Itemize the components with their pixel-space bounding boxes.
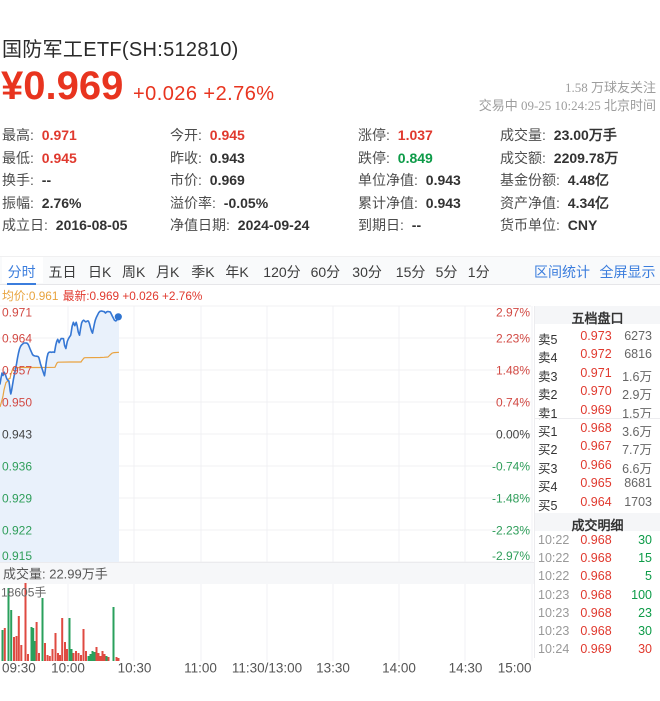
svg-text:-2.97%: -2.97% [492,549,530,563]
svg-text:10:00: 10:00 [51,661,85,676]
svg-text:成交量: 22.99万手: 成交量: 22.99万手 [3,567,108,582]
svg-text:14:00: 14:00 [382,661,416,676]
svg-text:0.929: 0.929 [2,492,32,506]
svg-text:-1.48%: -1.48% [492,492,530,506]
svg-text:0.957: 0.957 [2,364,32,378]
svg-text:0.74%: 0.74% [496,396,530,410]
svg-text:0.00%: 0.00% [496,428,530,442]
svg-text:0.943: 0.943 [2,428,32,442]
svg-text:11:00: 11:00 [184,661,217,676]
svg-text:0.922: 0.922 [2,524,32,538]
svg-text:14:30: 14:30 [449,661,483,676]
svg-text:-0.74%: -0.74% [492,460,530,474]
svg-text:2.23%: 2.23% [496,332,530,346]
svg-text:0.936: 0.936 [2,460,32,474]
svg-text:13:30: 13:30 [316,661,350,676]
svg-text:0.950: 0.950 [2,396,32,410]
svg-text:11:30/13:00: 11:30/13:00 [232,661,302,676]
svg-text:0.971: 0.971 [2,306,32,320]
svg-text:15:00: 15:00 [498,661,532,676]
svg-text:0.915: 0.915 [2,549,32,563]
svg-text:18605手: 18605手 [1,586,46,600]
svg-text:-2.23%: -2.23% [492,524,530,538]
svg-text:0.964: 0.964 [2,332,32,346]
svg-text:09:30: 09:30 [2,661,36,676]
svg-text:1.48%: 1.48% [496,364,530,378]
svg-text:10:30: 10:30 [118,661,152,676]
svg-text:2.97%: 2.97% [496,306,530,320]
